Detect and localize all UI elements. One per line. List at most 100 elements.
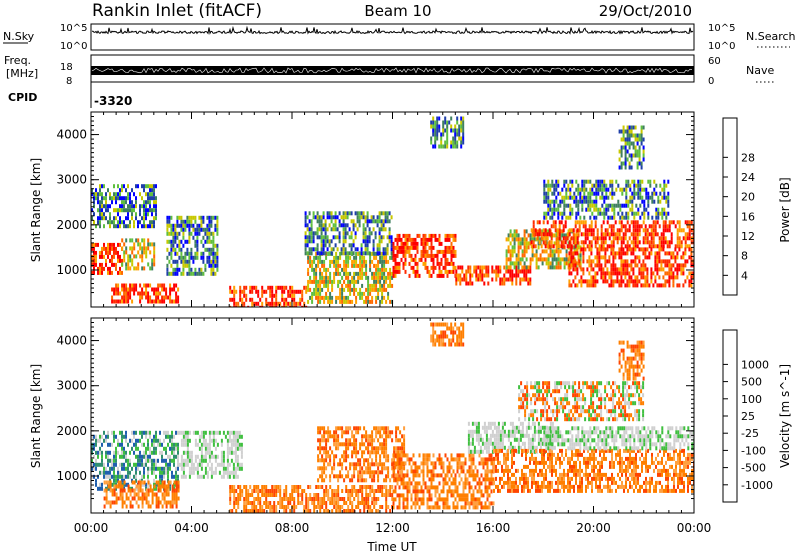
heatmap-cell-1: [113, 484, 116, 489]
heatmap-cell-14: [637, 191, 640, 196]
heatmap-cell-0: [167, 442, 169, 447]
heatmap-cell-10: [493, 269, 496, 274]
heatmap-cell-1: [151, 262, 154, 267]
heatmap-cell-4: [192, 235, 195, 240]
heatmap-cell-4: [172, 243, 175, 248]
heatmap-cell-14: [611, 187, 614, 192]
heatmap-cell-13: [638, 267, 641, 272]
heatmap-cell-1: [103, 488, 106, 493]
heatmap-cell-4: [212, 267, 215, 272]
heatmap-cell-4: [403, 434, 406, 439]
heatmap-cell-5: [251, 289, 254, 294]
heatmap-cell-11: [559, 265, 562, 270]
heatmap-cell-7: [322, 227, 325, 232]
heatmap-cell-6: [319, 271, 322, 276]
heatmap-cell-2: [186, 430, 189, 435]
heatmap-cell-4: [391, 474, 394, 479]
heatmap-cell-2: [151, 196, 153, 201]
heatmap-cell-13: [676, 275, 679, 280]
heatmap-cell-2: [210, 438, 213, 443]
heatmap-cell-10: [501, 277, 504, 282]
heatmap-cell-13: [628, 263, 631, 268]
heatmap-cell-0: [147, 446, 149, 451]
heatmap-cell-15: [636, 153, 639, 158]
heatmap-cell-0: [149, 466, 151, 471]
heatmap-cell-0: [155, 450, 157, 455]
heatmap-cell-4: [385, 454, 388, 459]
heatmap-cell-4: [178, 239, 181, 244]
heatmap-cell-15: [628, 145, 631, 150]
heatmap-cell-4: [166, 231, 169, 236]
heatmap-cell-3: [231, 489, 234, 493]
heatmap-cell-5: [235, 289, 238, 294]
heatmap-cell-14: [589, 215, 592, 220]
heatmap-cell-0: [101, 458, 103, 463]
heatmap-cell-0: [109, 258, 111, 263]
heatmap-cell-3: [347, 493, 350, 497]
heatmap-cell-14: [559, 199, 562, 204]
heatmap-cell-12: [530, 228, 533, 233]
heatmap-cell-6: [307, 255, 310, 260]
heatmap-cell-11: [535, 237, 538, 242]
heatmap-cell-7: [310, 223, 313, 228]
heatmap-cell-4: [188, 235, 191, 240]
heatmap-cell-4: [373, 446, 376, 451]
heatmap-cell-3: [263, 485, 266, 489]
nsky-panel: N.Sky 10^5 10^0 10^5 10^0 N.Search: [3, 23, 796, 52]
heatmap-cell-15: [642, 125, 645, 130]
heatmap-cell-5: [303, 301, 306, 306]
heatmap-cell-2: [214, 470, 217, 475]
heatmap-cell-1: [173, 500, 176, 505]
heatmap-cell-4: [353, 462, 356, 467]
heatmap-cell-6: [365, 299, 368, 304]
heatmap-cell-3: [241, 493, 244, 497]
heatmap-cell-10: [487, 281, 490, 286]
heatmap-cell-12: [584, 220, 587, 225]
heatmap-cell-4: [337, 474, 340, 479]
heatmap-cell-6: [343, 287, 346, 292]
heatmap-cell-12: [556, 228, 559, 233]
heatmap-cell-5: [281, 297, 284, 302]
heatmap-cell-2: [182, 450, 185, 455]
heatmap-cell-0: [167, 454, 169, 459]
heatmap-cell-5: [231, 297, 234, 302]
heatmap-cell-4: [202, 215, 205, 220]
heatmap-cell-7: [320, 243, 323, 248]
heatmap-cell-3: [285, 497, 288, 501]
heatmap-cell-2: [155, 200, 157, 205]
y-tick-label: 4000: [56, 128, 87, 142]
heatmap-cell-2: [188, 470, 191, 475]
heatmap-cell-5: [235, 301, 238, 306]
heatmap-cell-6: [389, 275, 392, 280]
heatmap-cell-0: [163, 466, 165, 471]
heatmap-cell-1: [131, 496, 134, 501]
heatmap-cell-4: [210, 271, 213, 276]
heatmap-cell-3: [307, 509, 310, 513]
heatmap-cell-0: [165, 458, 167, 463]
heatmap-cell-12: [688, 244, 691, 249]
heatmap-cell-13: [586, 283, 589, 288]
heatmap-cell-0: [95, 254, 97, 259]
heatmap-cell-6: [323, 279, 326, 284]
heatmap-cell-4: [206, 247, 209, 252]
heatmap-cell-2: [210, 450, 213, 455]
heatmap-cell-12: [644, 236, 647, 241]
heatmap-cell-14: [571, 207, 574, 212]
heatmap-cell-4: [172, 223, 175, 228]
heatmap-cell-0: [161, 442, 163, 447]
heatmap-cell-8: [452, 265, 455, 270]
heatmap-cell-14: [605, 203, 608, 208]
heatmap-cell-0: [93, 462, 95, 467]
heatmap-cell-12: [618, 232, 621, 237]
heatmap-cell-13: [690, 255, 693, 260]
heatmap-cell-15: [636, 165, 639, 170]
heatmap-cell-2: [129, 208, 131, 213]
heatmap-cell-4: [174, 247, 177, 252]
heatmap-cell-8: [430, 233, 433, 238]
heatmap-cell-7: [316, 227, 319, 232]
heatmap-cell-1: [141, 258, 144, 263]
heatmap-cell-6: [309, 295, 312, 300]
heatmap-cell-4: [395, 446, 398, 451]
heatmap-cell-1: [123, 258, 126, 263]
heatmap-cell-2: [220, 458, 223, 463]
